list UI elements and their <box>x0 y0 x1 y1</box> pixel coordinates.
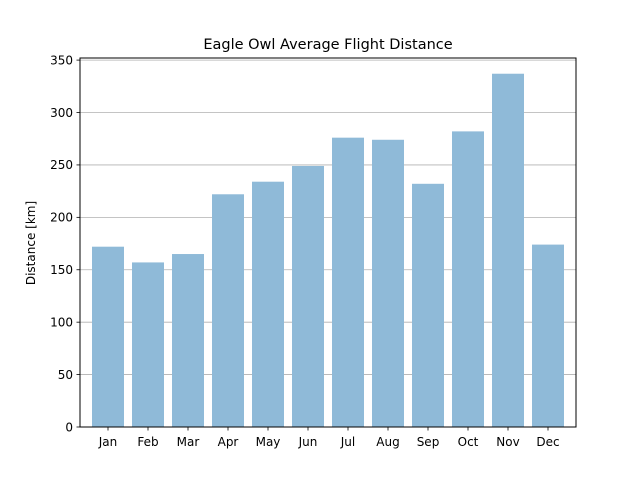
y-tick-label-7: 350 <box>50 53 73 67</box>
bar-aug <box>372 139 404 428</box>
chart-title: Eagle Owl Average Flight Distance <box>203 37 452 53</box>
y-tick-label-2: 100 <box>50 315 73 329</box>
bar-feb <box>132 262 164 427</box>
bar-sep <box>412 183 444 427</box>
y-tick-label-6: 300 <box>50 106 73 120</box>
x-tick-label-sep: Sep <box>417 435 440 449</box>
y-tick-label-1: 50 <box>58 368 73 382</box>
x-tick-label-dec: Dec <box>536 435 559 449</box>
x-tick-label-jan: Jan <box>98 435 118 449</box>
bar-dec <box>532 244 564 427</box>
bar-apr <box>212 194 244 427</box>
bar-mar <box>172 254 204 427</box>
x-tick-label-apr: Apr <box>218 435 239 449</box>
axes <box>79 57 577 428</box>
ticks: 0 50 100 150 200 250 300 350 Jan Feb Mar Apr May Jun J… <box>50 53 560 449</box>
bar-oct <box>452 131 484 427</box>
plot-frame <box>79 57 577 428</box>
x-tick-label-nov: Nov <box>496 435 519 449</box>
bar-nov <box>492 73 524 428</box>
x-tick-label-aug: Aug <box>376 435 399 449</box>
x-tick-label-oct: Oct <box>458 435 479 449</box>
bar-may <box>252 181 284 427</box>
y-tick-label-0: 0 <box>65 420 73 434</box>
bar-jul <box>332 137 364 427</box>
bar-jun <box>292 165 324 427</box>
y-tick-label-4: 200 <box>50 211 73 225</box>
bars <box>92 73 564 428</box>
y-axis-label: Distance [km] <box>24 201 38 285</box>
x-tick-label-feb: Feb <box>137 435 158 449</box>
y-tick-label-5: 250 <box>50 158 73 172</box>
x-tick-label-jun: Jun <box>298 435 318 449</box>
x-tick-label-may: May <box>256 435 281 449</box>
y-tick-label-3: 150 <box>50 263 73 277</box>
x-tick-label-jul: Jul <box>340 435 355 449</box>
x-tick-label-mar: Mar <box>177 435 200 449</box>
bar-jan <box>92 246 124 427</box>
